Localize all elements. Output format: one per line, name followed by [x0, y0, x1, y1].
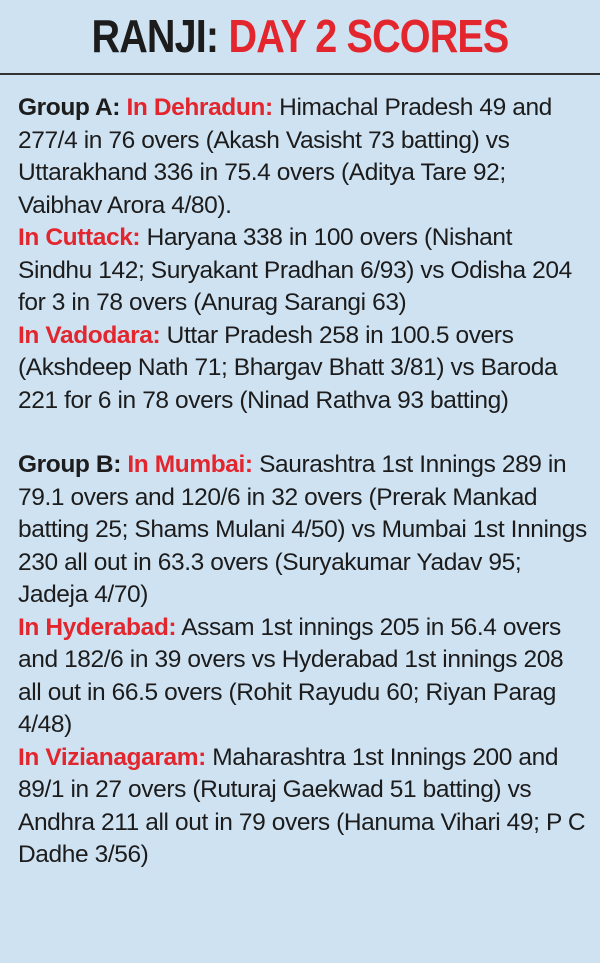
match-entry: In Cuttack: Haryana 338 in 100 overs (Ni… — [18, 222, 592, 320]
match-text: Haryana 338 in 100 overs (Nishant Sindhu… — [18, 224, 572, 316]
match-text: Saurashtra 1st Innings 289 in 79.1 overs… — [18, 451, 587, 608]
match-entry: In Hyderabad: Assam 1st innings 205 in 5… — [18, 612, 592, 742]
match-text: Himachal Pradesh 49 and 277/4 in 76 over… — [18, 94, 552, 219]
venue-label: In Cuttack: — [18, 224, 141, 251]
match-entry: In Vadodara: Uttar Pradesh 258 in 100.5 … — [18, 320, 592, 418]
title-accent: DAY 2 SCORES — [228, 10, 510, 62]
match-entry: In Vizianagaram: Maharashtra 1st Innings… — [18, 742, 592, 872]
venue-label: In Hyderabad: — [18, 613, 177, 641]
group-b: Group B: In Mumbai: Saurashtra 1st Innin… — [18, 449, 592, 872]
scores-content: Group A: In Dehradun: Himachal Pradesh 4… — [18, 92, 592, 904]
match-entry: Group B: In Mumbai: Saurashtra 1st Innin… — [18, 449, 592, 612]
venue-label: In Mumbai: — [127, 451, 253, 478]
group-label: Group A: — [18, 94, 121, 121]
title-prefix: RANJI: — [91, 10, 220, 62]
venue-label: In Dehradun: — [126, 94, 273, 121]
venue-label: In Vizianagaram: — [18, 743, 206, 771]
page-title: RANJI: DAY 2 SCORES — [42, 0, 558, 72]
venue-label: In Vadodara: — [18, 321, 161, 349]
match-entry: Group A: In Dehradun: Himachal Pradesh 4… — [18, 92, 592, 222]
group-a: Group A: In Dehradun: Himachal Pradesh 4… — [18, 92, 592, 417]
title-divider — [0, 73, 600, 75]
match-text: Assam 1st innings 205 in 56.4 overs and … — [18, 613, 564, 739]
group-label: Group B: — [18, 451, 121, 478]
match-text: Uttar Pradesh 258 in 100.5 overs (Akshde… — [18, 321, 558, 414]
match-text: Maharashtra 1st Innings 200 and 89/1 in … — [18, 743, 586, 869]
